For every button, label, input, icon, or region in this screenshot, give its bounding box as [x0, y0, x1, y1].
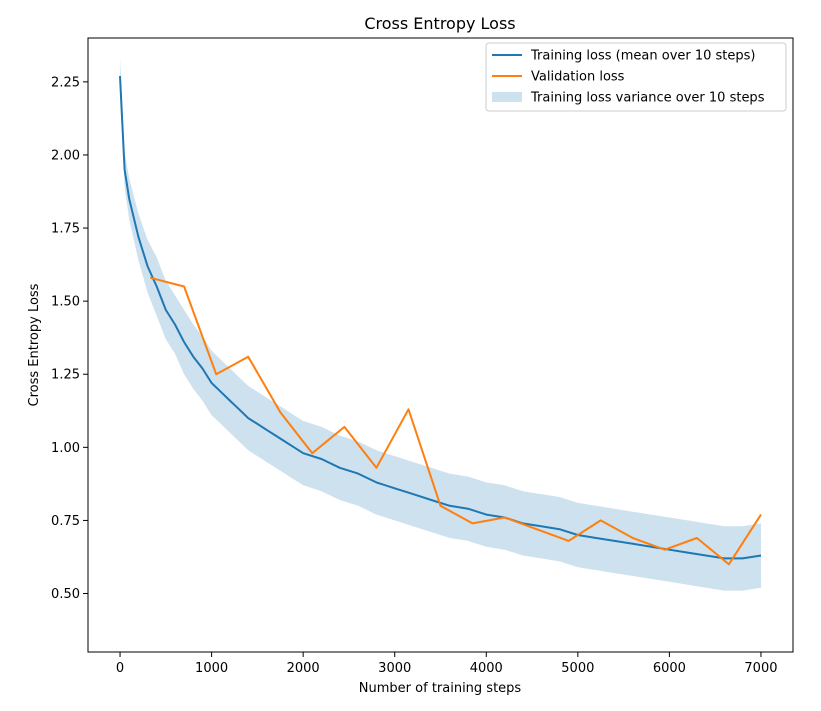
legend-box: [485, 42, 787, 112]
x-tick-label: 6000: [653, 661, 686, 676]
plot-area: [87, 37, 794, 653]
y-tick-label: 0.50: [51, 587, 80, 602]
y-tick-label: 0.75: [51, 514, 80, 529]
x-tick-label: 7000: [744, 661, 777, 676]
y-axis-label: Cross Entropy Loss: [27, 283, 42, 406]
legend-label: Validation loss: [531, 70, 625, 85]
y-tick-label: 1.00: [51, 441, 80, 456]
y-tick-label: 2.25: [51, 75, 80, 90]
y-axis: 0.50 0.75 1.00 1.25 1.50 1.75 2.00 2.25: [51, 75, 88, 602]
x-tick-label: 4000: [470, 661, 503, 676]
x-tick-label: 3000: [378, 661, 411, 676]
x-tick-label: 5000: [561, 661, 594, 676]
validation-loss-layer: [150, 276, 762, 566]
validation-loss-line: [150, 276, 762, 566]
x-tick-label: 1000: [195, 661, 228, 676]
y-tick-label: 1.50: [51, 295, 80, 310]
x-tick-label: 0: [116, 661, 124, 676]
legend: Training loss (mean over 10 steps) Valida…: [485, 42, 787, 112]
legend-swatch: [492, 92, 522, 102]
training-loss-layer: [119, 75, 762, 560]
y-tick-label: 2.00: [51, 148, 80, 163]
y-tick-label: 1.25: [51, 368, 80, 383]
x-axis: 0 1000 2000 3000 4000 5000 6000 7000: [116, 652, 778, 676]
training-loss-line: [119, 75, 762, 560]
legend-label: Training loss variance over 10 steps: [530, 91, 765, 106]
chart-title: Cross Entropy Loss: [364, 14, 515, 33]
x-axis-label: Number of training steps: [359, 681, 522, 696]
legend-label: Training loss (mean over 10 steps): [530, 49, 756, 64]
variance-band-layer: [120, 58, 761, 591]
y-tick-label: 1.75: [51, 222, 80, 237]
x-tick-label: 2000: [287, 661, 320, 676]
variance-band: [120, 58, 761, 591]
